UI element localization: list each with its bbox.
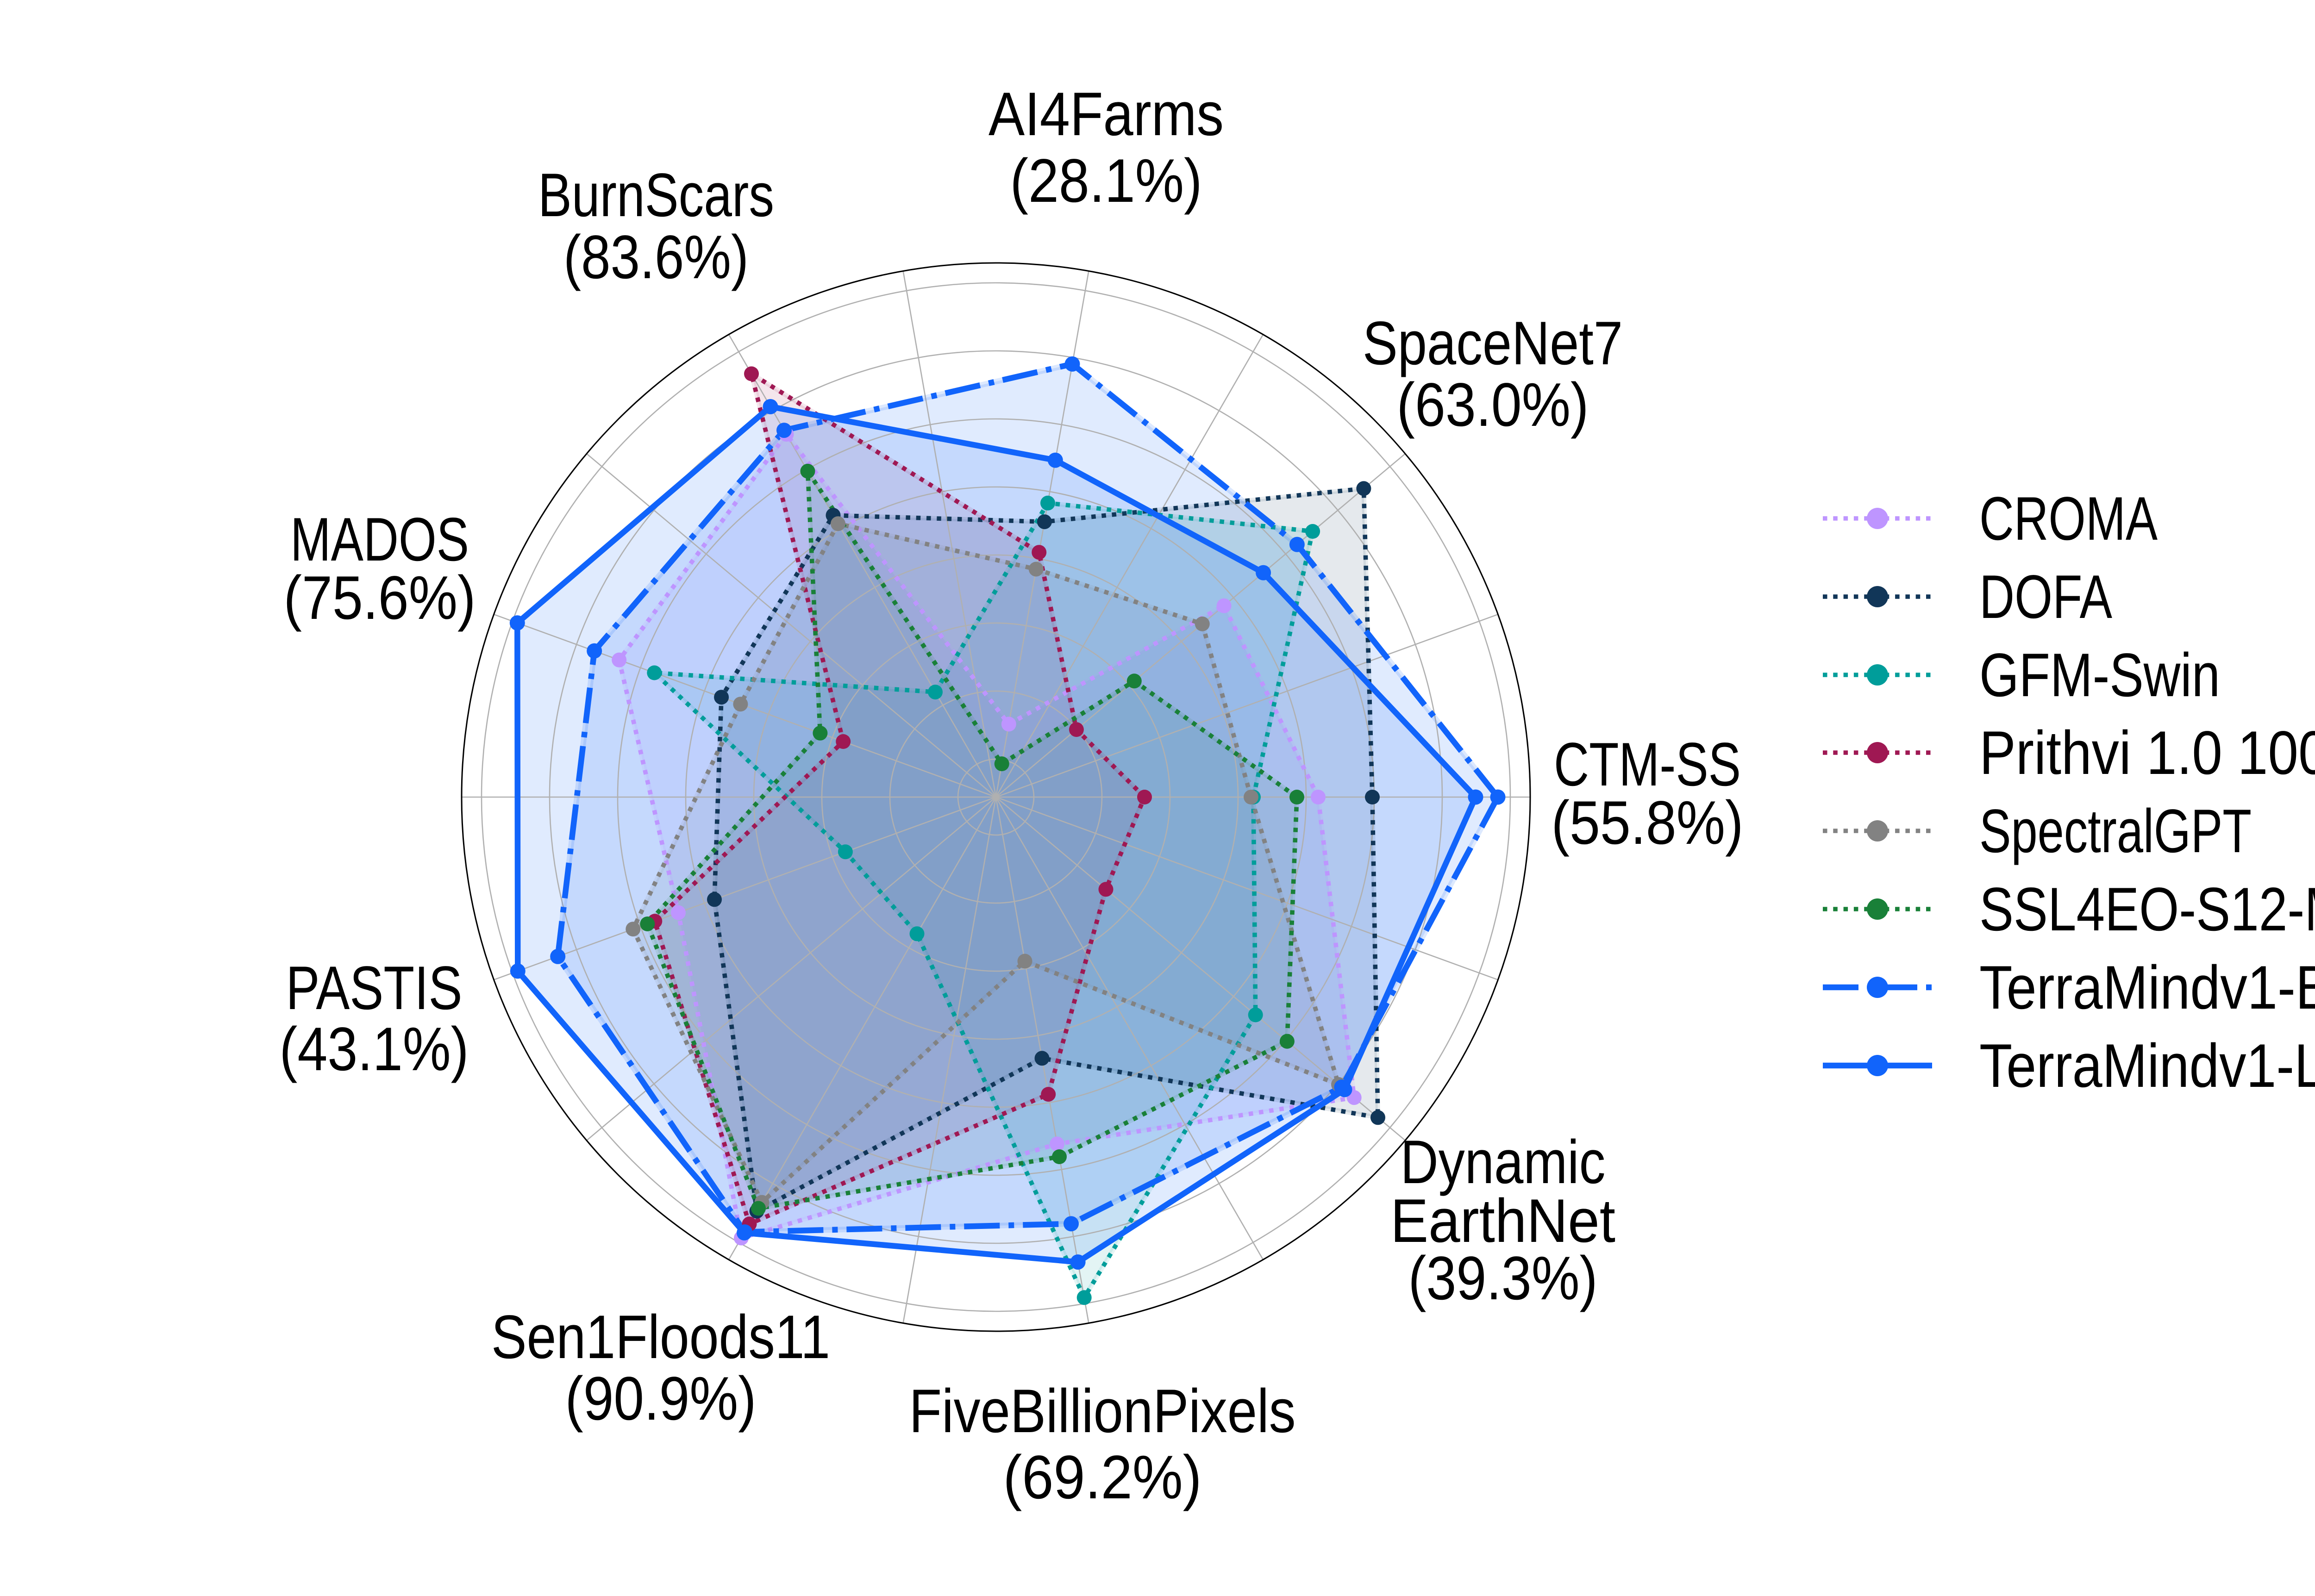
svg-text:(63.0%): (63.0%) (1397, 371, 1589, 439)
svg-text:(28.1%): (28.1%) (1010, 147, 1202, 215)
svg-text:DOFA: DOFA (1979, 563, 2112, 631)
svg-text:(69.2%): (69.2%) (1003, 1443, 1202, 1512)
svg-text:TerraMindv1-B: TerraMindv1-B (1979, 954, 2315, 1022)
svg-text:(75.6%): (75.6%) (284, 564, 476, 632)
svg-text:CTM-SS: CTM-SS (1554, 730, 1741, 799)
svg-text:PASTIS: PASTIS (286, 954, 463, 1022)
svg-text:TerraMindv1-L: TerraMindv1-L (1979, 1032, 2315, 1100)
svg-text:(83.6%): (83.6%) (563, 223, 749, 292)
svg-text:Dynamic: Dynamic (1401, 1128, 1606, 1197)
svg-text:CROMA: CROMA (1979, 485, 2158, 553)
svg-text:FiveBillionPixels: FiveBillionPixels (909, 1377, 1296, 1446)
svg-text:MADOS: MADOS (290, 505, 469, 574)
svg-text:SSL4EO-S12-MoCo: SSL4EO-S12-MoCo (1979, 875, 2315, 944)
svg-text:(39.3%): (39.3%) (1408, 1244, 1598, 1313)
svg-text:(43.1%): (43.1%) (280, 1015, 469, 1084)
svg-text:Sen1Floods11: Sen1Floods11 (491, 1303, 830, 1372)
svg-text:SpectralGPT: SpectralGPT (1979, 797, 2252, 866)
svg-text:GFM-Swin: GFM-Swin (1979, 641, 2220, 710)
svg-text:BurnScars: BurnScars (538, 161, 774, 230)
svg-text:SpaceNet7: SpaceNet7 (1363, 309, 1623, 378)
svg-text:AI4Farms: AI4Farms (989, 80, 1224, 149)
svg-text:(90.9%): (90.9%) (565, 1365, 757, 1433)
svg-text:Prithvi 1.0 100M: Prithvi 1.0 100M (1979, 719, 2315, 787)
svg-text:EarthNet: EarthNet (1390, 1187, 1615, 1255)
svg-text:(55.8%): (55.8%) (1552, 789, 1744, 857)
